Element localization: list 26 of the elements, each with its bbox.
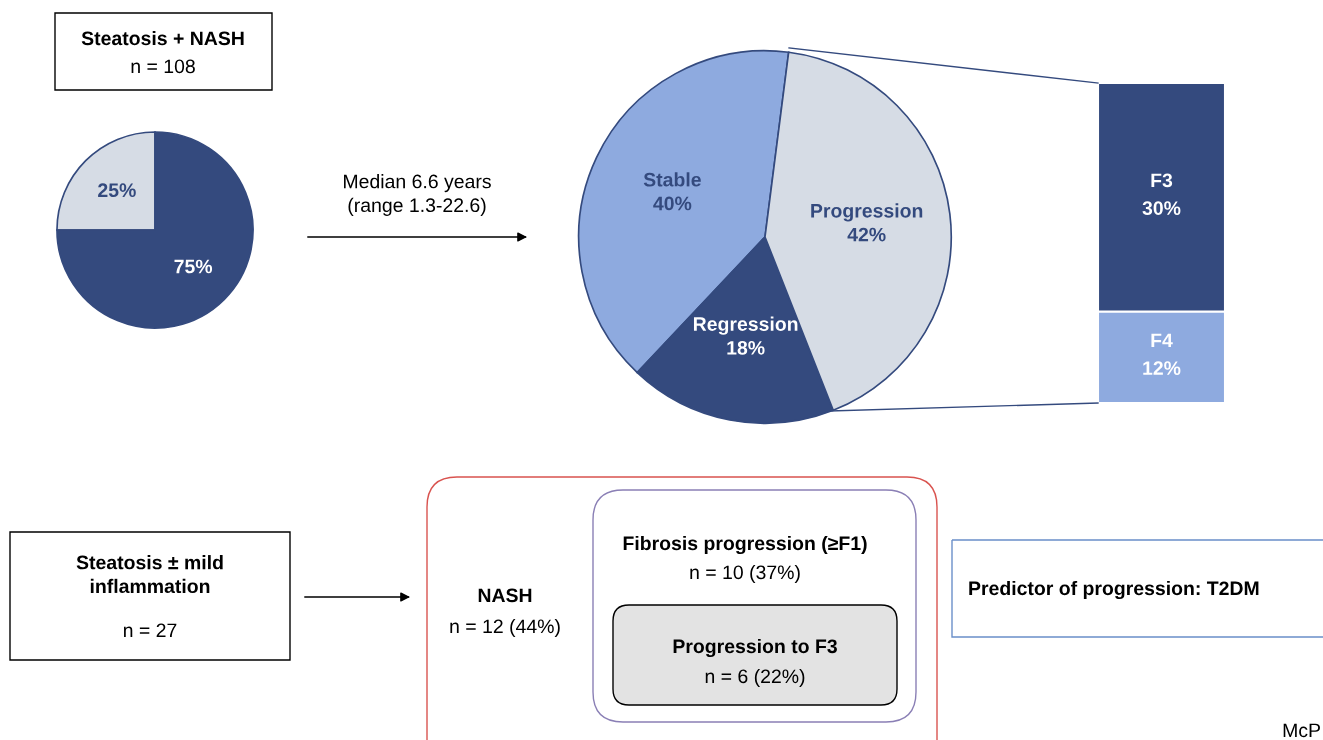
text: n = 27 (123, 623, 177, 638)
text: Progression to F3 (673, 638, 837, 658)
data-label: 42% (847, 227, 886, 242)
data-label: 12% (1143, 361, 1181, 375)
series-label: F3 (1151, 173, 1173, 188)
data-label: 25% (98, 183, 136, 198)
text: Predictor of progression: T2DM (969, 580, 1259, 600)
data-label: 30% (1142, 201, 1181, 216)
text: Steatosis ± mild inflammation (76, 555, 223, 594)
text: McP (1283, 723, 1320, 738)
chart-subtitle: n = 108 (131, 59, 195, 74)
text: Median 6.6 years (range 1.3-22.6) (344, 174, 491, 216)
text: NASH (478, 588, 532, 603)
text: n = 6 (22%) (705, 668, 805, 688)
data-label: 75% (174, 259, 213, 274)
text: Fibrosis progression (≥F1) (623, 535, 867, 555)
slice-label: Regression (693, 316, 798, 335)
data-label: 40% (653, 196, 692, 211)
chart-title: Steatosis + NASH (81, 30, 244, 46)
text: n = 10 (37%) (690, 564, 800, 584)
data-label: 18% (727, 340, 765, 355)
slice-label: Progression (811, 203, 923, 222)
slice-label: Stable (643, 172, 701, 187)
pie-slice (56, 131, 254, 329)
text: n = 12 (44%) (450, 618, 560, 638)
series-label: F4 (1151, 333, 1173, 348)
